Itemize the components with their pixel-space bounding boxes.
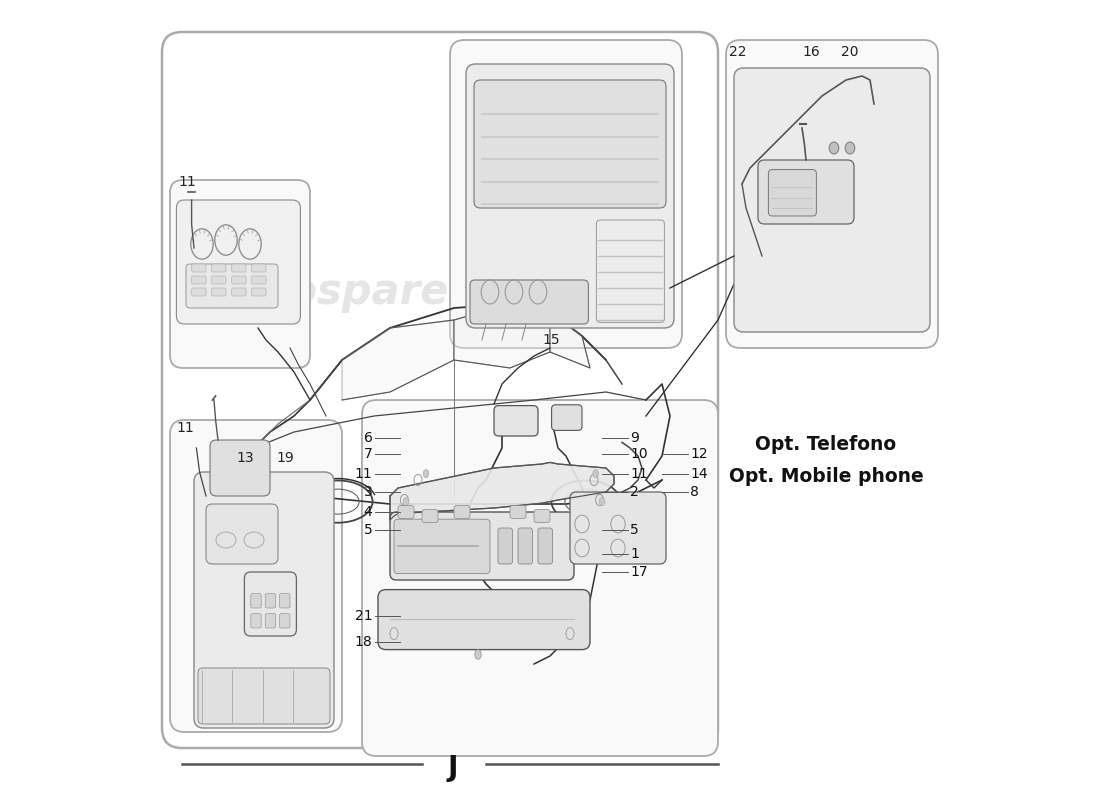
FancyBboxPatch shape (498, 528, 513, 564)
FancyBboxPatch shape (191, 288, 206, 296)
FancyBboxPatch shape (211, 276, 226, 284)
FancyBboxPatch shape (494, 406, 538, 436)
Ellipse shape (593, 470, 598, 478)
Text: 21: 21 (355, 609, 373, 623)
Text: 3: 3 (364, 485, 373, 499)
FancyBboxPatch shape (191, 276, 206, 284)
Text: 17: 17 (630, 565, 648, 579)
FancyBboxPatch shape (726, 40, 938, 348)
FancyBboxPatch shape (232, 276, 246, 284)
Text: 14: 14 (690, 466, 707, 481)
Text: 5: 5 (364, 522, 373, 537)
Text: 19: 19 (276, 450, 294, 465)
Ellipse shape (475, 650, 481, 659)
FancyBboxPatch shape (186, 264, 278, 308)
FancyBboxPatch shape (466, 64, 674, 328)
Text: 11: 11 (354, 466, 373, 481)
Polygon shape (342, 320, 454, 400)
FancyBboxPatch shape (394, 519, 490, 574)
FancyBboxPatch shape (170, 420, 342, 732)
FancyBboxPatch shape (252, 264, 266, 272)
FancyBboxPatch shape (206, 504, 278, 564)
FancyBboxPatch shape (210, 440, 270, 496)
Text: 2: 2 (630, 485, 639, 499)
FancyBboxPatch shape (176, 200, 300, 324)
FancyBboxPatch shape (265, 594, 276, 608)
Text: 4: 4 (364, 505, 373, 519)
FancyBboxPatch shape (279, 594, 290, 608)
FancyBboxPatch shape (265, 614, 276, 628)
Text: Opt. Mobile phone: Opt. Mobile phone (728, 466, 923, 486)
Text: 11: 11 (630, 466, 648, 481)
FancyBboxPatch shape (232, 264, 246, 272)
Ellipse shape (829, 142, 839, 154)
Text: 20: 20 (842, 45, 859, 59)
FancyBboxPatch shape (454, 506, 470, 518)
Text: 15: 15 (542, 333, 560, 347)
FancyBboxPatch shape (450, 40, 682, 348)
FancyBboxPatch shape (198, 668, 330, 724)
Text: Opt. Telefono: Opt. Telefono (756, 434, 896, 454)
FancyBboxPatch shape (570, 492, 666, 564)
Text: 1: 1 (630, 546, 639, 561)
FancyBboxPatch shape (244, 572, 296, 636)
FancyBboxPatch shape (769, 170, 816, 216)
FancyBboxPatch shape (378, 590, 590, 650)
Text: 7: 7 (364, 446, 373, 461)
Text: 9: 9 (630, 430, 639, 445)
Text: J: J (448, 754, 458, 782)
Ellipse shape (424, 470, 429, 478)
FancyBboxPatch shape (211, 288, 226, 296)
Text: 11: 11 (178, 175, 196, 190)
FancyBboxPatch shape (191, 264, 206, 272)
FancyBboxPatch shape (194, 472, 334, 728)
Text: 16: 16 (803, 45, 821, 59)
FancyBboxPatch shape (390, 512, 574, 580)
Text: 18: 18 (354, 634, 373, 649)
FancyBboxPatch shape (422, 510, 438, 522)
FancyBboxPatch shape (518, 528, 532, 564)
Polygon shape (390, 462, 614, 520)
Text: 10: 10 (630, 446, 648, 461)
FancyBboxPatch shape (551, 405, 582, 430)
FancyBboxPatch shape (734, 68, 930, 332)
Text: 5: 5 (630, 522, 639, 537)
FancyBboxPatch shape (170, 180, 310, 368)
Text: 22: 22 (729, 45, 747, 59)
FancyBboxPatch shape (398, 506, 414, 518)
Ellipse shape (600, 498, 605, 506)
FancyBboxPatch shape (162, 32, 718, 748)
Ellipse shape (845, 142, 855, 154)
Text: eurospares: eurospares (210, 271, 474, 313)
FancyBboxPatch shape (758, 160, 854, 224)
Polygon shape (550, 312, 590, 368)
Polygon shape (454, 304, 550, 368)
Ellipse shape (404, 498, 409, 506)
FancyBboxPatch shape (538, 528, 552, 564)
FancyBboxPatch shape (510, 506, 526, 518)
FancyBboxPatch shape (232, 288, 246, 296)
FancyBboxPatch shape (211, 264, 226, 272)
FancyBboxPatch shape (251, 614, 261, 628)
FancyBboxPatch shape (251, 594, 261, 608)
Text: 13: 13 (236, 450, 254, 465)
FancyBboxPatch shape (470, 280, 588, 324)
Text: 6: 6 (363, 430, 373, 445)
FancyBboxPatch shape (252, 288, 266, 296)
FancyBboxPatch shape (474, 80, 666, 208)
FancyBboxPatch shape (279, 614, 290, 628)
Text: 11: 11 (176, 421, 195, 435)
Text: 12: 12 (690, 446, 707, 461)
FancyBboxPatch shape (362, 400, 718, 756)
FancyBboxPatch shape (252, 276, 266, 284)
FancyBboxPatch shape (534, 510, 550, 522)
Text: eurospares: eurospares (442, 491, 705, 533)
Text: 8: 8 (690, 485, 698, 499)
